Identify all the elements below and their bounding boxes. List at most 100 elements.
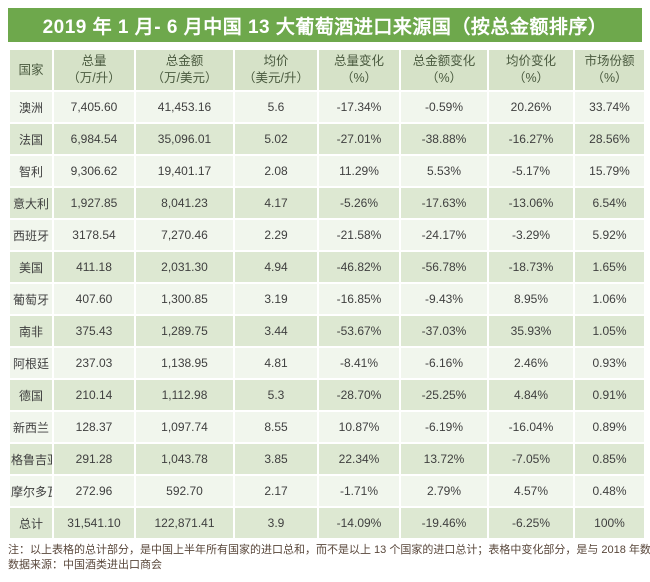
column-header-label: 市场份额 [584,54,635,69]
value-cell: -7.05% [489,444,573,474]
column-header-label: 国家 [18,62,44,77]
wine-import-table: 国家 总量 （万/升） 总金额 （万/美元） 均价 （美元/升） 总量变化 [8,48,646,540]
value-cell: 3178.54 [54,220,134,250]
column-header-unit: （美元/升） [243,71,309,85]
value-cell: 2.29 [235,220,317,250]
value-cell: -6.25% [489,508,573,538]
value-cell: 8,041.23 [136,188,233,218]
value-cell: 100% [575,508,644,538]
column-header-label: 总量变化 [333,54,384,69]
value-cell: 35.93% [489,316,573,346]
column-header-label: 总量 [81,54,107,69]
value-cell: 31,541.10 [54,508,134,538]
country-cell: 摩尔多瓦 [10,476,52,506]
column-header-total-value: 总金额 （万/美元） [136,50,233,90]
column-header-price-change: 均价变化 （%） [489,50,573,90]
data-source: 数据来源：中国酒类进出口商会 [8,559,162,571]
value-cell: 1.65% [575,252,644,282]
value-cell: 19,401.17 [136,156,233,186]
column-header-label: 总金额变化 [412,54,476,69]
value-cell: 5.6 [235,92,317,122]
table-row: 葡萄牙 407.60 1,300.85 3.19 -16.85% -9.43% 8.95% 1… [10,284,644,314]
value-cell: 4.81 [235,348,317,378]
value-cell: 1,927.85 [54,188,134,218]
value-cell: -6.19% [401,412,487,442]
value-cell: 291.28 [54,444,134,474]
value-cell: -27.01% [319,124,399,154]
value-cell: -0.59% [401,92,487,122]
value-cell: 11.29% [319,156,399,186]
value-cell: 13.72% [401,444,487,474]
value-cell: 411.18 [54,252,134,282]
value-cell: -8.41% [319,348,399,378]
table-row: 阿根廷 237.03 1,138.95 4.81 -8.41% -6.16% 2.46% 0.… [10,348,644,378]
column-header-total-volume: 总量 （万/升） [54,50,134,90]
value-cell: 1,112.98 [136,380,233,410]
value-cell: 2,031.30 [136,252,233,282]
value-cell: 272.96 [54,476,134,506]
table-row: 智利 9,306.62 19,401.17 2.08 11.29% 5.53% -5.17%… [10,156,644,186]
value-cell: 2.46% [489,348,573,378]
column-header-avg-price: 均价 （美元/升） [235,50,317,90]
value-cell: 4.84% [489,380,573,410]
value-cell: 41,453.16 [136,92,233,122]
header-row: 国家 总量 （万/升） 总金额 （万/美元） 均价 （美元/升） 总量变化 [10,50,644,90]
value-cell: 4.17 [235,188,317,218]
country-cell: 法国 [10,124,52,154]
value-cell: 28.56% [575,124,644,154]
country-cell: 美国 [10,252,52,282]
value-cell: 5.53% [401,156,487,186]
table-row: 澳洲 7,405.60 41,453.16 5.6 -17.34% -0.59% 20.26… [10,92,644,122]
value-cell: 592.70 [136,476,233,506]
table-row: 摩尔多瓦272.96592.702.17-1.71%2.79%4.57%0.48… [10,476,644,506]
value-cell: -3.29% [489,220,573,250]
country-cell: 格鲁吉亚 [10,444,52,474]
value-cell: 33.74% [575,92,644,122]
table-row: 新西兰 128.37 1,097.74 8.55 10.87% -6.19% -16.04%… [10,412,644,442]
country-cell: 智利 [10,156,52,186]
column-header-label: 总金额 [165,54,204,69]
value-cell: -28.70% [319,380,399,410]
value-cell: 7,405.60 [54,92,134,122]
value-cell: 4.57% [489,476,573,506]
column-header-unit: （%） [591,71,628,85]
value-cell: 1,043.78 [136,444,233,474]
column-header-unit: （%） [340,71,378,85]
column-header-value-change: 总金额变化 （%） [401,50,487,90]
country-cell: 西班牙 [10,220,52,250]
value-cell: 2.79% [401,476,487,506]
column-header-label: 均价变化 [505,54,556,69]
country-cell: 总计 [10,508,52,538]
value-cell: 0.85% [575,444,644,474]
value-cell: 1,289.75 [136,316,233,346]
value-cell: 10.87% [319,412,399,442]
value-cell: 0.89% [575,412,644,442]
value-cell: -16.27% [489,124,573,154]
value-cell: 5.3 [235,380,317,410]
value-cell: 3.85 [235,444,317,474]
footnotes: 注：以上表格的总计部分，是中国上半年所有国家的进口总和，而不是以上 13 个国家… [8,543,650,573]
value-cell: 0.93% [575,348,644,378]
value-cell: 5.02 [235,124,317,154]
value-cell: 210.14 [54,380,134,410]
value-cell: -1.71% [319,476,399,506]
table-title: 2019 年 1 月- 6 月中国 13 大葡萄酒进口来源国（按总金额排序） [42,16,608,38]
table-title-bar: 2019 年 1 月- 6 月中国 13 大葡萄酒进口来源国（按总金额排序） [8,8,642,42]
table-row: 总计 31,541.10 122,871.41 3.9 -14.09% -19.46% -6… [10,508,644,538]
footnote: 注：以上表格的总计部分，是中国上半年所有国家的进口总和，而不是以上 13 个国家… [8,544,650,556]
value-cell: -19.46% [401,508,487,538]
value-cell: 407.60 [54,284,134,314]
value-cell: 1.05% [575,316,644,346]
value-cell: 20.26% [489,92,573,122]
table-row: 格鲁吉亚291.281,043.783.8522.34%13.72%-7.05%… [10,444,644,474]
table-row: 意大利 1,927.85 8,041.23 4.17 -5.26% -17.63% -13.… [10,188,644,218]
value-cell: -37.03% [401,316,487,346]
table-row: 美国 411.18 2,031.30 4.94 -46.82% -56.78% -18.73… [10,252,644,282]
value-cell: 22.34% [319,444,399,474]
value-cell: 4.94 [235,252,317,282]
column-header-unit: （%） [425,71,463,85]
value-cell: 3.19 [235,284,317,314]
value-cell: -16.04% [489,412,573,442]
column-header-unit: （万/升） [67,71,121,85]
value-cell: -5.26% [319,188,399,218]
